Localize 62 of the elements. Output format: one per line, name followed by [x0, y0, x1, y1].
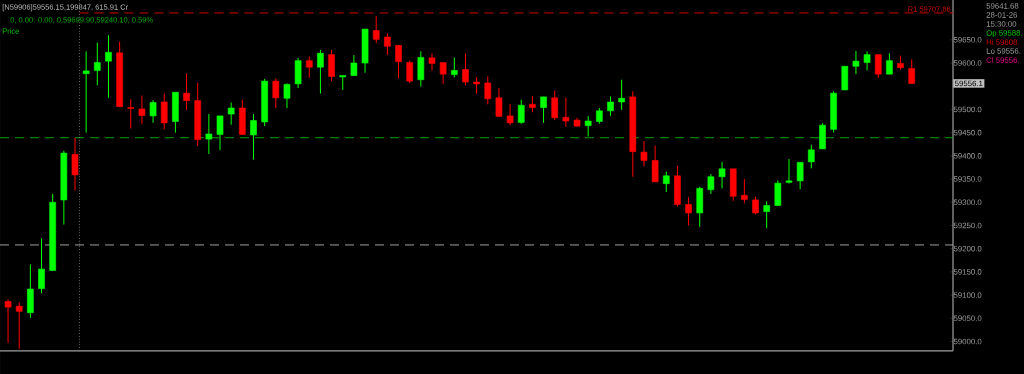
candlestick — [863, 50, 871, 71]
candlestick — [328, 49, 335, 82]
candlestick — [27, 263, 34, 319]
candlestick — [551, 89, 559, 121]
candlestick — [439, 62, 447, 85]
candlestick — [216, 115, 224, 151]
candlestick — [640, 140, 648, 168]
candlestick — [763, 200, 770, 229]
candlestick — [841, 65, 849, 91]
candlestick — [607, 95, 614, 117]
candlestick — [127, 98, 135, 129]
candlestick — [283, 82, 291, 109]
candlestick — [718, 161, 726, 189]
candlestick — [808, 144, 815, 169]
candlestick — [584, 115, 592, 137]
candlestick — [428, 52, 436, 71]
candlestick — [160, 93, 168, 130]
candlestick — [183, 72, 190, 111]
candlestick — [149, 99, 157, 124]
candlestick — [618, 79, 625, 111]
candlestick — [685, 196, 692, 226]
candlestick — [796, 161, 804, 190]
candlestick — [138, 94, 146, 125]
candlestick — [406, 60, 413, 84]
candlestick — [372, 15, 380, 44]
candlestick — [82, 50, 90, 134]
candlestick — [707, 173, 715, 195]
candlestick — [38, 237, 45, 294]
candlestick — [395, 44, 402, 79]
candlestick — [874, 54, 882, 79]
candlestick — [651, 145, 659, 183]
candlestick — [384, 32, 391, 56]
candlestick — [451, 56, 458, 78]
candlestick — [484, 75, 492, 105]
candlestick — [517, 99, 525, 125]
candlestick — [227, 101, 235, 126]
candlestick — [250, 113, 257, 161]
candlestick — [417, 50, 425, 88]
candlestick — [272, 77, 280, 109]
candlestick — [350, 54, 358, 77]
candlestick — [562, 97, 570, 128]
candlestick — [105, 34, 112, 99]
candlestick — [462, 52, 469, 86]
candlestick — [774, 179, 782, 206]
candlestick — [205, 113, 213, 155]
candlestick — [908, 58, 916, 84]
candlestick — [15, 302, 23, 350]
candlestick — [317, 49, 324, 95]
candlestick — [785, 158, 793, 185]
candlestick — [662, 171, 670, 193]
candlestick — [819, 122, 826, 150]
candlestick — [852, 50, 860, 75]
candlestick — [305, 56, 313, 79]
candlestick — [540, 96, 547, 124]
candlestick — [741, 178, 748, 204]
candlestick — [506, 103, 514, 126]
candlestick — [93, 42, 101, 86]
candlestick — [495, 87, 503, 117]
candlestick — [71, 137, 79, 192]
candlestick — [4, 298, 12, 344]
candlestick — [294, 57, 302, 89]
candlestick — [886, 52, 893, 75]
